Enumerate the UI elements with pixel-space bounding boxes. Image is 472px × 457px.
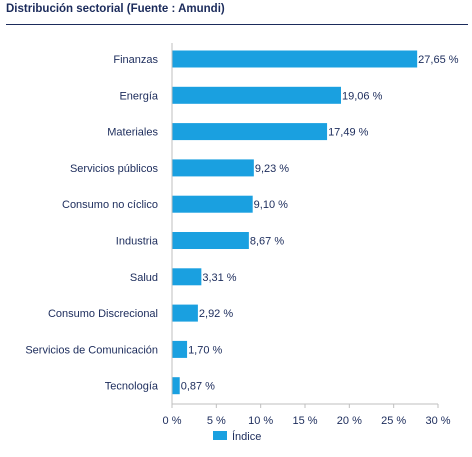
value-label: 27,65 % [418, 54, 459, 66]
x-tick-label: 20 % [337, 415, 362, 427]
bar [172, 50, 418, 68]
value-label: 19,06 % [342, 90, 383, 102]
value-label: 2,92 % [199, 308, 233, 320]
x-tick-label: 15 % [292, 415, 317, 427]
title-divider [6, 24, 468, 25]
bar [172, 159, 254, 177]
bar [172, 123, 328, 141]
chart-title: Distribución sectorial (Fuente : Amundi) [6, 3, 225, 15]
legend-swatch [213, 431, 227, 440]
category-label: Consumo Discrecional [48, 308, 158, 320]
bar [172, 304, 198, 322]
bar [172, 195, 253, 213]
category-label: Servicios públicos [70, 163, 159, 175]
category-label: Energía [119, 90, 158, 102]
category-label: Salud [130, 272, 158, 284]
x-tick-label: 30 % [425, 415, 450, 427]
bar [172, 232, 249, 249]
x-tick-label: 0 % [163, 415, 182, 427]
value-label: 3,31 % [202, 272, 236, 284]
category-label: Finanzas [113, 54, 158, 66]
bar [172, 340, 188, 358]
value-label: 1,70 % [188, 344, 222, 356]
category-label: Tecnología [105, 381, 159, 393]
category-label: Materiales [107, 127, 158, 139]
legend-label: Índice [232, 430, 261, 443]
x-tick-label: 10 % [248, 415, 273, 427]
bar [172, 268, 202, 286]
bar [172, 377, 180, 395]
value-label: 9,23 % [255, 163, 289, 175]
value-label: 17,49 % [328, 127, 369, 139]
category-label: Industria [116, 236, 159, 248]
x-tick-label: 5 % [207, 415, 226, 427]
bar [172, 86, 341, 104]
value-label: 0,87 % [181, 381, 215, 393]
value-label: 8,67 % [250, 236, 284, 248]
x-tick-label: 25 % [381, 415, 406, 427]
category-label: Servicios de Comunicación [25, 344, 158, 356]
value-label: 9,10 % [254, 199, 288, 211]
category-label: Consumo no cíclico [62, 199, 158, 211]
